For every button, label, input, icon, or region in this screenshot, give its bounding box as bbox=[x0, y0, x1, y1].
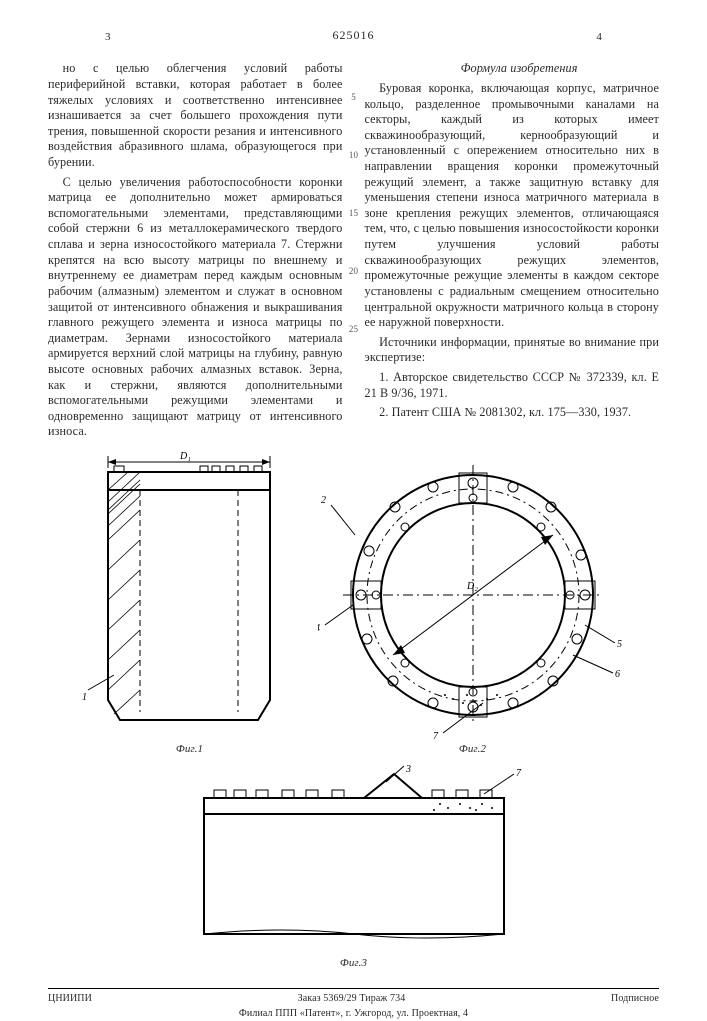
figure-1: D₁ bbox=[80, 450, 300, 756]
figure-1-caption: Фиг.1 bbox=[80, 742, 300, 756]
patent-page: 3 4 625016 5 10 15 20 25 но с целью обле… bbox=[0, 0, 707, 1000]
ref-5: 5 bbox=[617, 639, 622, 650]
body-paragraph: С целью увеличения работоспособности кор… bbox=[48, 175, 343, 440]
lineno: 10 bbox=[349, 150, 358, 162]
body-paragraph: но с целью облегчения условий работы пер… bbox=[48, 61, 343, 170]
figure-2: D₂ bbox=[318, 450, 628, 756]
ref-2: 2 bbox=[321, 495, 326, 506]
figure-2-caption: Фиг.2 bbox=[318, 742, 628, 756]
ref-6: 6 bbox=[615, 669, 620, 680]
text-columns: но с целью облегчения условий работы пер… bbox=[48, 61, 659, 440]
ref-3: 3 bbox=[405, 764, 411, 775]
lineno: 5 bbox=[351, 92, 356, 104]
ref-7: 7 bbox=[516, 768, 522, 779]
lineno: 20 bbox=[349, 266, 358, 278]
sources-heading: Источники информации, принятые во вниман… bbox=[365, 335, 660, 366]
formula-title: Формула изобретения bbox=[365, 61, 660, 77]
figure-3-caption: Фиг.3 bbox=[164, 956, 544, 970]
figures-block: D₁ bbox=[48, 450, 659, 970]
dim-label: D₁ bbox=[179, 451, 191, 462]
ref-7: 7 bbox=[433, 731, 439, 740]
dim-label: D₂ bbox=[466, 581, 478, 592]
lineno: 25 bbox=[349, 324, 358, 336]
ref-1: 1 bbox=[82, 692, 87, 703]
page-numbers: 3 4 bbox=[105, 30, 602, 44]
page-num-left: 3 bbox=[105, 30, 111, 44]
source-item: 1. Авторское свидетельство СССР № 372339… bbox=[365, 370, 660, 401]
imprint-line: ЦНИИПИ Заказ 5369/29 Тираж 734 Подписное bbox=[48, 988, 659, 1006]
ref-4: 4 bbox=[318, 623, 320, 634]
figure-3: 3 7 Фиг.3 bbox=[164, 764, 544, 970]
claim-paragraph: Буровая коронка, включающая корпус, матр… bbox=[365, 81, 660, 331]
lineno: 15 bbox=[349, 208, 358, 220]
page-num-right: 4 bbox=[596, 30, 602, 44]
source-item: 2. Патент США № 2081302, кл. 175—330, 19… bbox=[365, 405, 660, 421]
imprint-address: Филиал ППП «Патент», г. Ужгород, ул. Про… bbox=[48, 1008, 659, 1021]
